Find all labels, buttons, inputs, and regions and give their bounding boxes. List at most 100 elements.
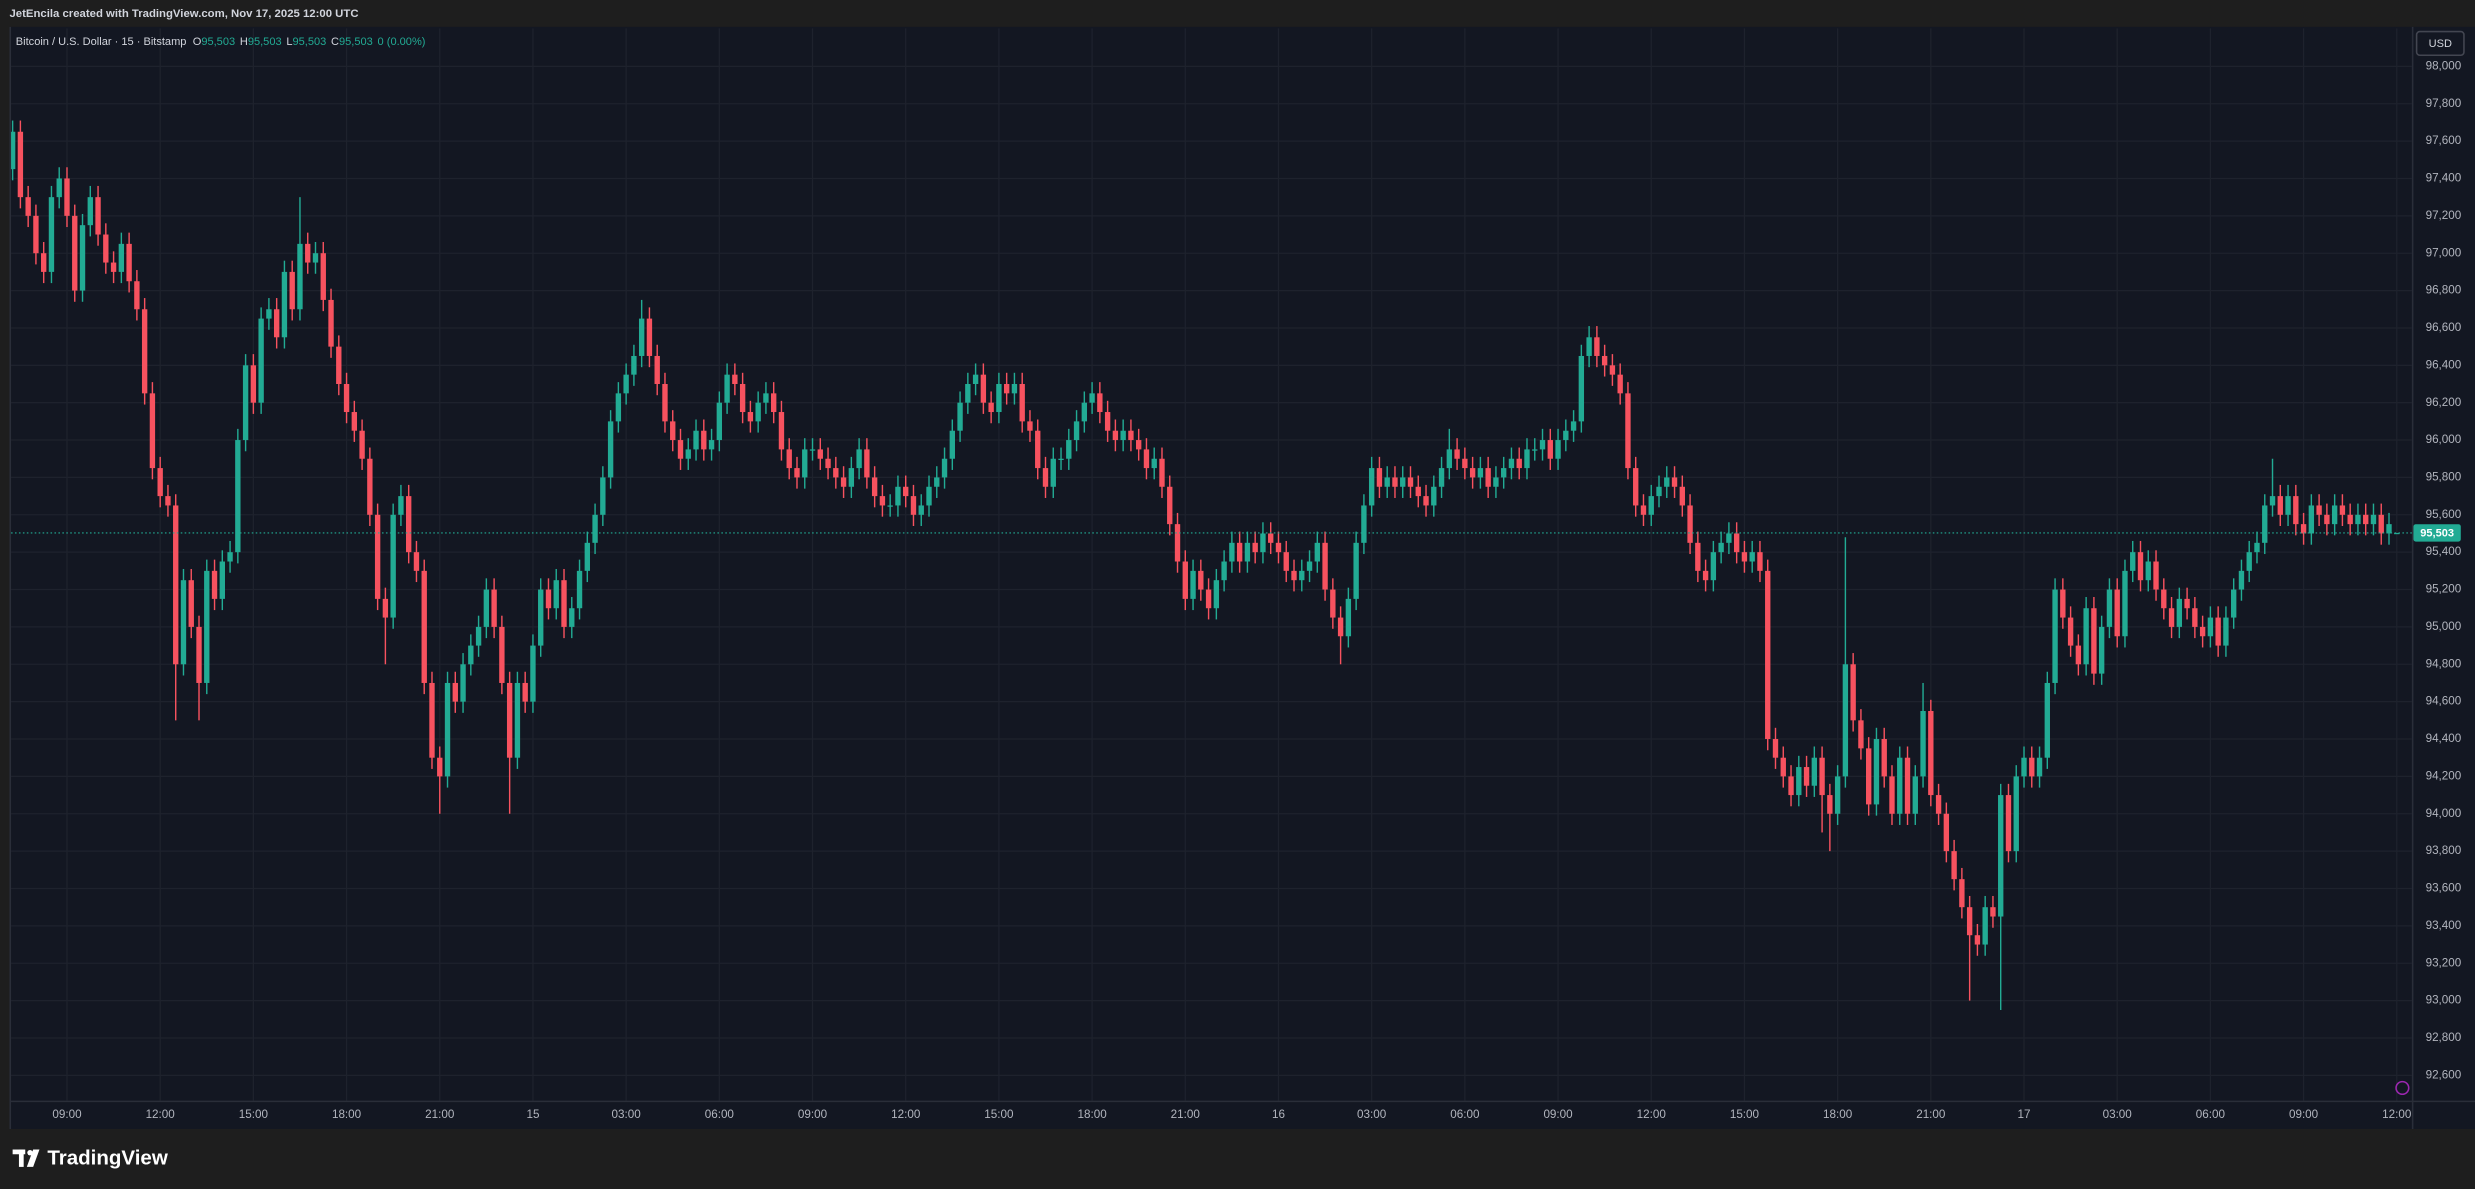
candle-body	[1990, 907, 1996, 917]
y-tick-label: 95,600	[2426, 508, 2462, 521]
header-title: JetEncila created with TradingView.com, …	[9, 8, 358, 20]
currency-label[interactable]: USD	[2429, 38, 2452, 50]
candle-body	[1011, 384, 1018, 394]
candle-body	[343, 384, 350, 413]
candle-body	[856, 449, 862, 469]
candle-body	[1695, 542, 1701, 571]
candle-body	[1361, 505, 1367, 543]
candle-body	[1050, 458, 1056, 487]
candle-body	[141, 309, 148, 394]
candle-body	[538, 589, 544, 646]
candle-body	[514, 682, 521, 758]
candle-body	[1353, 542, 1359, 599]
candle-body	[926, 486, 932, 506]
candle-body	[864, 449, 870, 478]
y-tick-label: 95,000	[2426, 620, 2462, 633]
y-tick-label: 97,000	[2426, 246, 2462, 259]
candle-body	[242, 365, 249, 441]
candle-body	[103, 234, 109, 263]
candle-body	[406, 496, 412, 553]
last-price-label: 95,503	[2420, 527, 2454, 539]
candle-body	[429, 682, 435, 758]
candle-body	[646, 318, 653, 356]
candle-body	[1516, 458, 1522, 469]
candle-body	[1827, 795, 1833, 814]
candle-body	[359, 430, 365, 459]
currency-button[interactable]	[2415, 30, 2465, 57]
candle-body	[2308, 505, 2315, 534]
candle-body	[1935, 795, 1942, 814]
candle-body	[1042, 468, 1049, 487]
candle-body	[33, 215, 39, 254]
y-tick-label: 97,600	[2426, 134, 2462, 147]
candle-body	[988, 402, 994, 413]
candle-body	[1982, 907, 1988, 945]
candle-body	[87, 197, 93, 226]
candle-body	[468, 645, 474, 665]
candle-body	[1097, 393, 1103, 413]
candle-body	[2168, 608, 2175, 627]
candle-body	[1586, 337, 1592, 356]
y-tick-label: 94,400	[2426, 732, 2462, 745]
y-tick-label: 97,800	[2426, 97, 2462, 110]
candle-body	[1337, 617, 1344, 637]
candle-body	[374, 514, 381, 599]
x-tick-label: 09:00	[798, 1108, 828, 1121]
y-tick-label: 94,600	[2426, 695, 2462, 708]
candle-body	[1003, 384, 1010, 394]
candle-body	[204, 570, 210, 683]
candle-body	[561, 580, 567, 627]
candle-body	[1788, 776, 1794, 796]
candle-body	[2091, 608, 2097, 674]
candle-body	[437, 757, 443, 777]
candle-body	[2029, 757, 2035, 777]
candle-body	[1765, 570, 1771, 740]
candle-body	[1966, 907, 1973, 936]
candle-body	[1998, 795, 2004, 917]
candle-body	[1920, 710, 1926, 777]
candle-body	[258, 318, 264, 403]
candle-body	[1221, 561, 1227, 581]
y-tick-label: 96,400	[2426, 358, 2462, 371]
candle-body	[693, 430, 699, 450]
candle-body	[165, 496, 171, 506]
candle-body	[1633, 468, 1639, 506]
candle-body	[1866, 748, 1872, 805]
candle-body	[1594, 337, 1600, 356]
candle-body	[1299, 570, 1305, 581]
candle-body	[1881, 739, 1887, 777]
candle-body	[1283, 552, 1289, 571]
candle-body	[654, 355, 660, 385]
candle-body	[382, 598, 389, 618]
candle-body	[1120, 430, 1126, 441]
candle-body	[1733, 533, 1740, 553]
candle-body	[1236, 542, 1243, 562]
candle-body	[320, 253, 326, 300]
candle-body	[802, 449, 808, 478]
candle-body	[2184, 598, 2190, 609]
candle-body	[1081, 402, 1088, 422]
candle-body	[1260, 533, 1266, 553]
y-tick-label: 98,000	[2426, 59, 2462, 72]
indicator-icon[interactable]	[2395, 1080, 2410, 1096]
x-tick-label: 09:00	[52, 1108, 82, 1121]
ohlc-key: C	[331, 36, 339, 48]
y-tick-label: 97,200	[2426, 209, 2462, 222]
candle-body	[390, 514, 396, 618]
candle-body	[903, 486, 909, 497]
candle-body	[281, 271, 288, 338]
brand-name: TradingView	[47, 1146, 167, 1169]
candle-body	[1469, 468, 1476, 478]
candle-body	[1889, 776, 1895, 814]
candle-body	[2355, 514, 2361, 525]
candle-body	[786, 449, 792, 469]
candle-body	[2238, 570, 2245, 590]
candle-body	[949, 430, 955, 459]
candle-body	[2316, 505, 2322, 515]
candle-body	[1229, 542, 1235, 562]
candle-body	[1741, 552, 1748, 562]
candle-body	[2130, 552, 2136, 571]
candle-body	[421, 570, 427, 683]
candle-body	[2331, 505, 2338, 525]
candle-body	[778, 412, 785, 450]
